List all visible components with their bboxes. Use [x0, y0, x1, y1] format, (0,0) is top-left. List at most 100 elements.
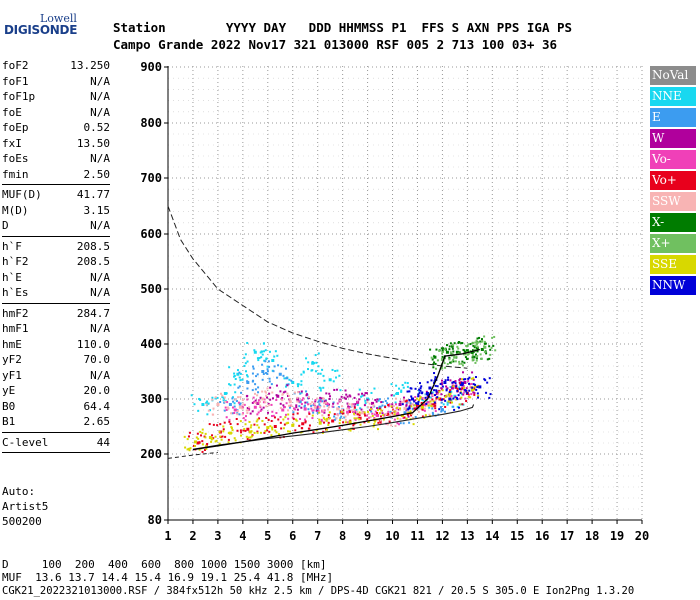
echo-point — [228, 420, 231, 423]
echo-point — [228, 431, 232, 435]
param-row: h`Es N/A — [2, 285, 110, 301]
echo-point — [445, 344, 448, 347]
echo-point — [188, 431, 191, 434]
echo-point — [473, 393, 476, 396]
echo-point — [431, 398, 434, 401]
y-tick-label: 700 — [140, 171, 162, 185]
echo-point — [314, 400, 317, 403]
echo-point — [186, 438, 189, 441]
echo-point — [398, 403, 402, 406]
echo-point — [300, 391, 303, 394]
echo-point — [287, 383, 290, 386]
echo-point — [432, 405, 435, 408]
echo-point — [222, 430, 225, 433]
param-row: C-level 44 — [2, 435, 110, 451]
chart-curves — [167, 205, 480, 459]
echo-point — [432, 400, 435, 403]
echo-point — [219, 423, 222, 426]
echo-point — [472, 349, 475, 352]
autoscaler-name: Artist5 — [2, 500, 49, 513]
header-labels: Station YYYY DAY DDD HHMMSS P1 FFS S AXN… — [113, 20, 573, 35]
echo-point — [472, 377, 475, 380]
echo-point — [373, 413, 376, 416]
echo-point — [441, 385, 444, 388]
echo-point — [409, 410, 412, 413]
echo-point — [462, 392, 465, 395]
echo-point — [244, 429, 247, 432]
echo-point — [337, 407, 340, 410]
echo-point — [409, 402, 412, 405]
echo-point — [323, 418, 326, 421]
echo-point — [455, 397, 458, 400]
echo-point — [427, 404, 430, 407]
echo-point — [296, 408, 299, 411]
echo-point — [251, 401, 254, 404]
echo-point — [476, 354, 479, 357]
echo-point — [331, 405, 334, 408]
echo-point — [434, 384, 437, 387]
echo-point — [346, 413, 349, 416]
echo-point — [441, 398, 444, 401]
echo-point — [248, 406, 251, 409]
echo-point — [456, 388, 459, 391]
echo-point — [465, 387, 468, 390]
echo-point — [283, 406, 286, 409]
echo-point — [363, 412, 366, 415]
echo-point — [462, 384, 465, 387]
echo-point — [310, 404, 313, 407]
echo-point — [433, 380, 436, 383]
echo-point — [307, 396, 310, 399]
echo-point — [259, 351, 262, 354]
echo-point — [251, 389, 254, 392]
echo-point — [460, 388, 463, 391]
echo-point — [307, 361, 310, 364]
x-tick-label: 9 — [364, 529, 371, 543]
echo-point — [241, 399, 244, 402]
echo-point — [471, 354, 474, 357]
echo-point — [328, 392, 331, 395]
echo-point — [457, 394, 460, 397]
x-tick-label: 17 — [560, 529, 574, 543]
echo-point — [257, 386, 260, 389]
echo-series-5 — [187, 382, 480, 453]
echo-point — [288, 378, 291, 381]
echo-point — [448, 391, 451, 394]
echo-point — [431, 395, 434, 398]
echo-point — [386, 412, 390, 416]
y-tick-label: 300 — [140, 392, 162, 406]
echo-point — [266, 426, 270, 430]
param-row: h`F2 208.5 — [2, 254, 110, 270]
echo-point — [449, 379, 452, 382]
param-value: 2.65 — [83, 415, 111, 428]
echo-point — [432, 403, 435, 406]
echo-point — [432, 393, 435, 396]
echo-point — [199, 398, 202, 401]
echo-point — [227, 432, 230, 435]
echo-point — [414, 403, 417, 406]
echo-point — [259, 396, 262, 399]
echo-point — [422, 399, 425, 402]
echo-point — [346, 421, 349, 424]
echo-point — [228, 403, 232, 406]
echo-point — [304, 401, 307, 404]
echo-point — [424, 414, 427, 417]
echo-point — [472, 341, 475, 344]
param-name: foEs — [2, 152, 29, 165]
echo-point — [279, 407, 282, 410]
echo-point — [489, 353, 492, 356]
echo-point — [251, 435, 254, 438]
echo-point — [368, 416, 371, 419]
echo-point — [456, 345, 459, 348]
echo-point — [312, 409, 315, 412]
echo-point — [434, 402, 437, 405]
echo-point — [358, 388, 361, 391]
echo-point — [290, 404, 293, 407]
echo-point — [441, 355, 444, 358]
echo-point — [425, 402, 428, 405]
param-row: foF2 13.250 — [2, 58, 110, 74]
x-tick-label: 4 — [239, 529, 246, 543]
echo-point — [323, 402, 326, 405]
echo-point — [468, 376, 471, 379]
echo-point — [256, 418, 259, 421]
